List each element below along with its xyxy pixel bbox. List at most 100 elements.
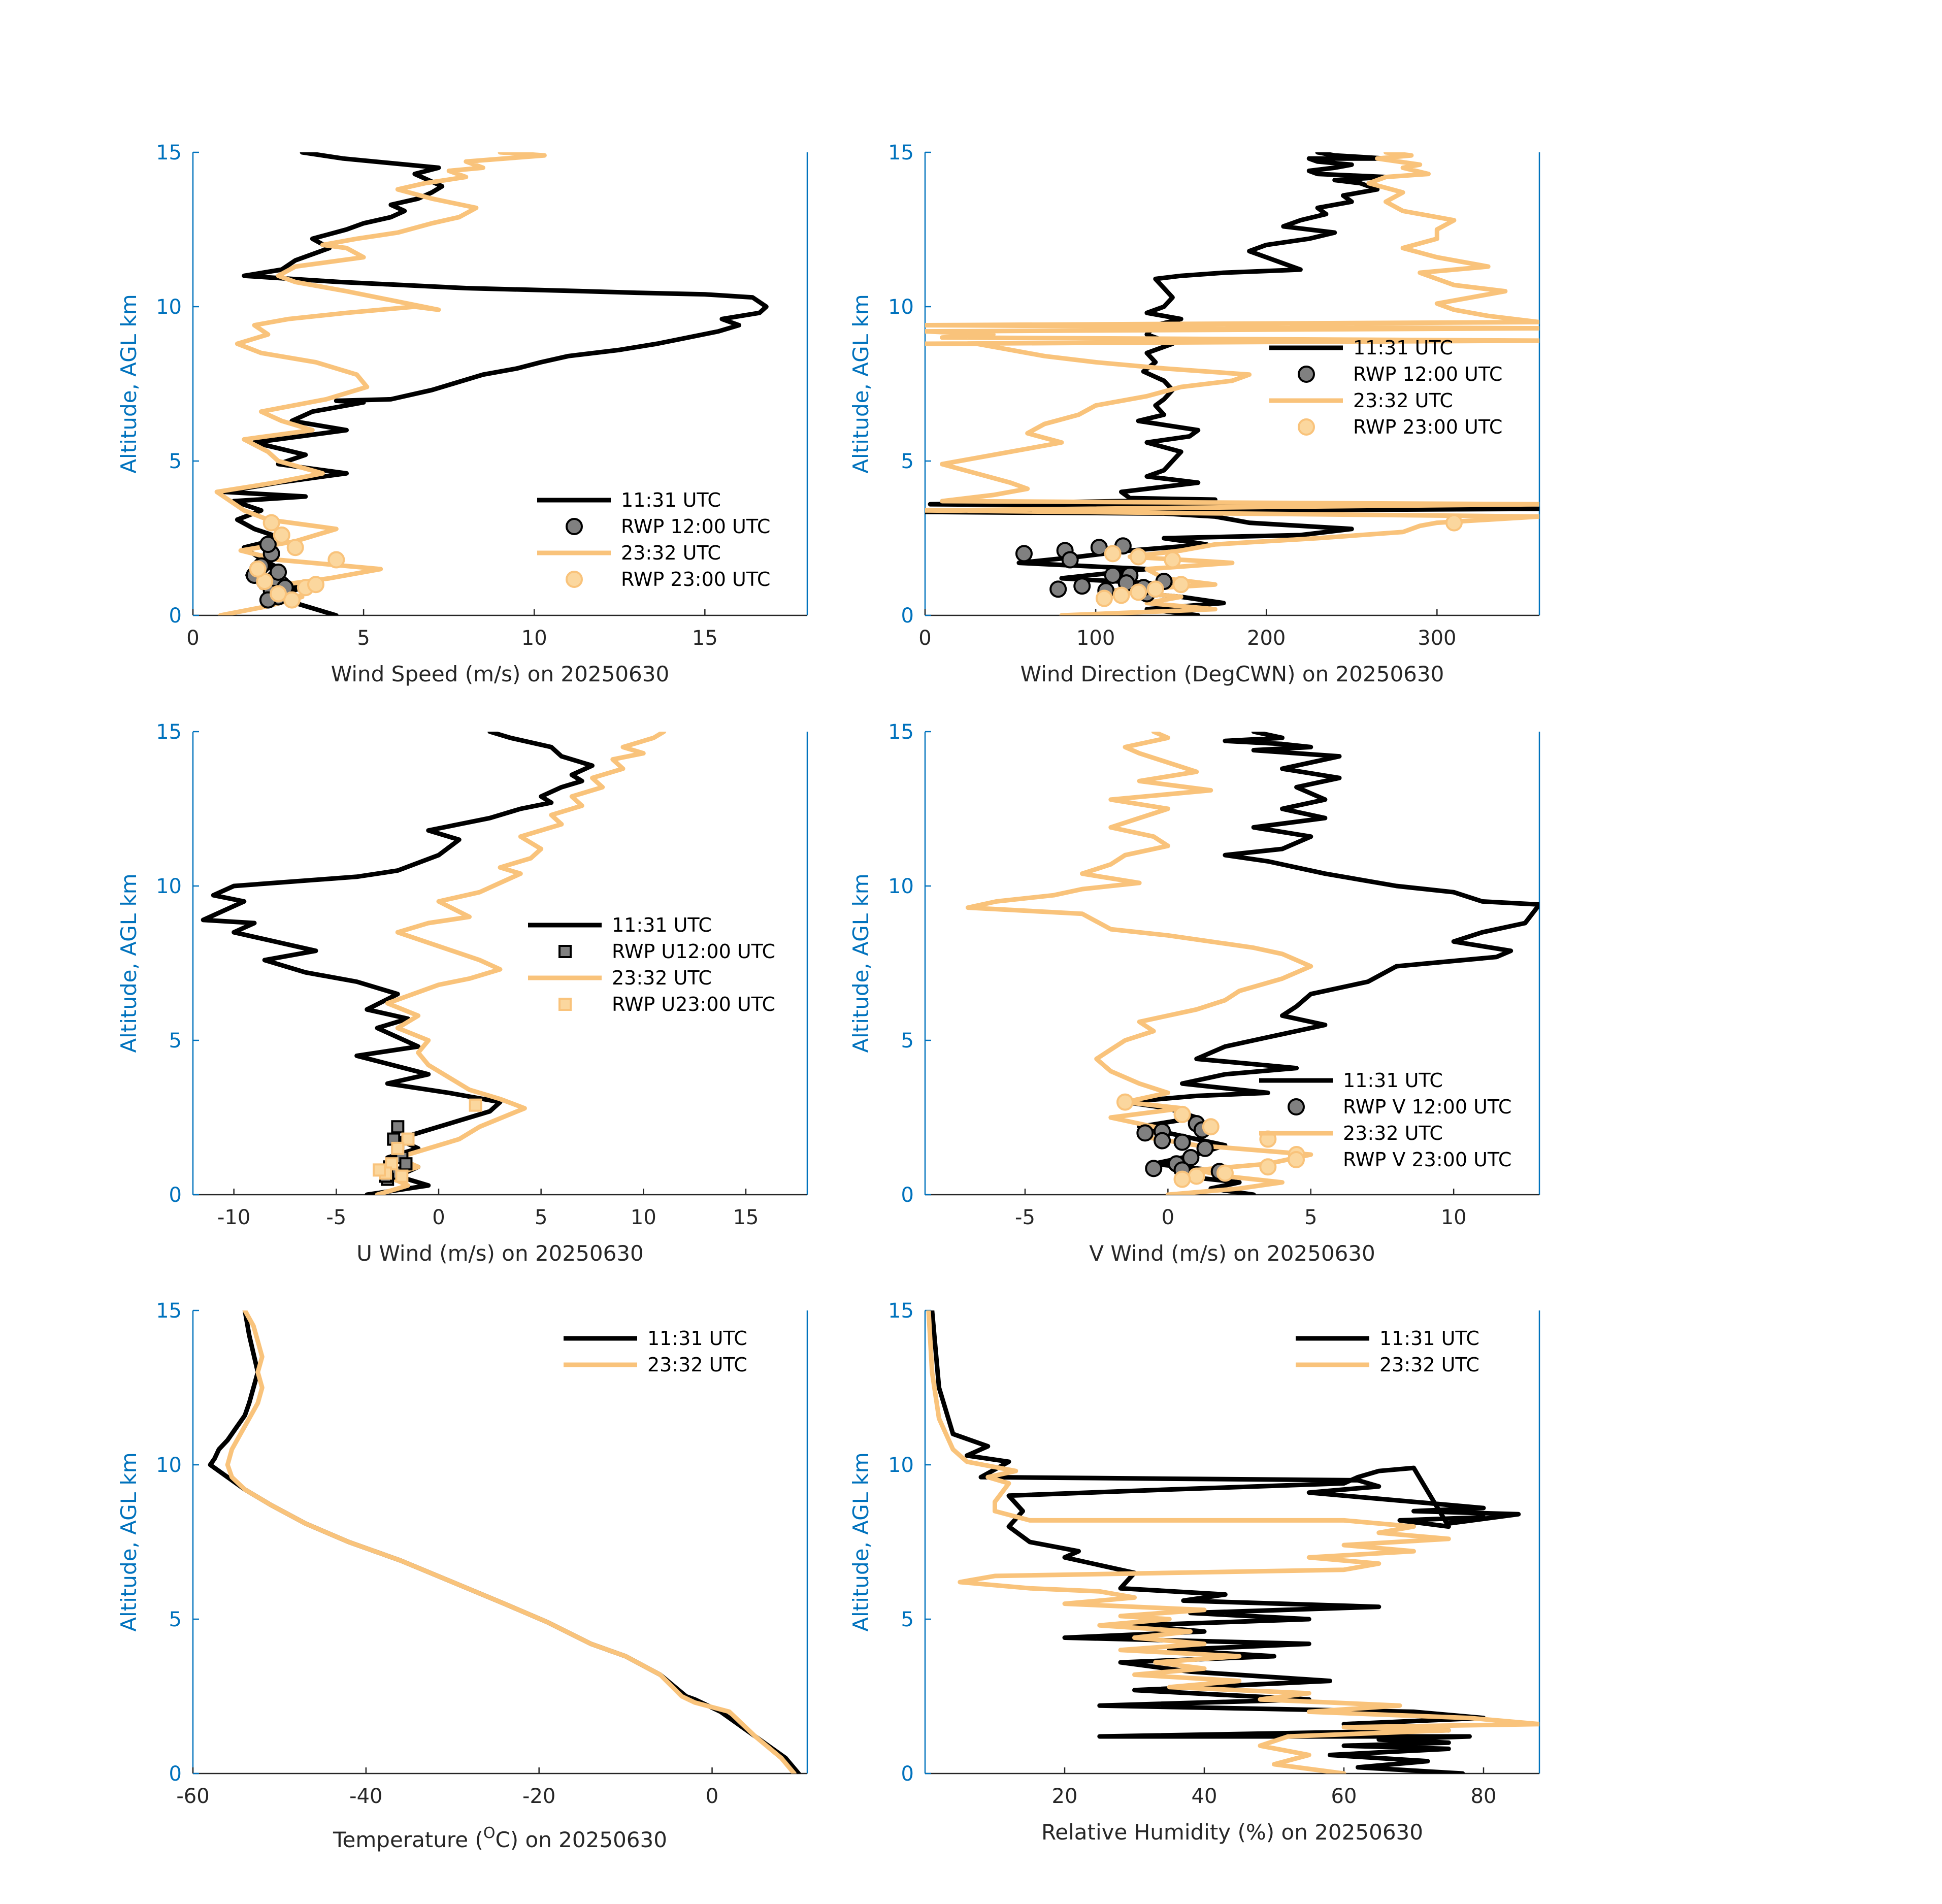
x-tick-label: 200: [1247, 627, 1286, 650]
legend: 11:31 UTC RWP U12:00 UTC 23:32 UTC RWP U23:…: [528, 914, 775, 1015]
data-point-orange: [307, 576, 324, 594]
series-line-orange: [925, 152, 1539, 615]
y-axis-label: Altitude, AGL km: [848, 294, 873, 473]
data-point-orange: [1095, 589, 1113, 607]
y-axis-label: Altitude, AGL km: [848, 1452, 873, 1631]
x-tick-label: 10: [1441, 1206, 1467, 1229]
x-tick-label: 40: [1192, 1785, 1217, 1808]
legend-label: RWP 23:00 UTC: [621, 568, 770, 590]
legend: 11:31 UTC RWP 12:00 UTC 23:32 UTC RWP 23:00…: [1269, 337, 1502, 438]
data-point-grey: [1173, 1133, 1191, 1151]
x-tick-label: 10: [521, 627, 547, 650]
x-tick-label: 60: [1331, 1785, 1357, 1808]
series-line-black: [925, 152, 1539, 615]
data-point-orange: [1188, 1167, 1205, 1185]
x-tick-label: 15: [692, 627, 718, 650]
legend-swatch-marker: [558, 998, 572, 1011]
x-axis-label: Relative Humidity (%) on 20250630: [1041, 1820, 1423, 1845]
x-tick-label: -5: [326, 1206, 346, 1229]
legend-label: 11:31 UTC: [1353, 337, 1453, 359]
y-tick-label: 0: [901, 1762, 914, 1786]
x-tick-label: 5: [535, 1206, 547, 1229]
y-tick-label: 10: [156, 296, 182, 319]
legend-label: RWP V 23:00 UTC: [1343, 1148, 1511, 1171]
legend-swatch-marker: [558, 945, 572, 958]
x-tick-label: 0: [432, 1206, 445, 1229]
x-tick-label: 0: [186, 627, 199, 650]
plot-area: [214, 152, 769, 615]
series-line-black: [221, 152, 769, 615]
series-line-orange: [375, 732, 667, 1195]
data-point-orange: [1259, 1158, 1277, 1176]
data-point-orange: [1130, 548, 1147, 566]
legend-label: RWP 23:00 UTC: [1353, 416, 1502, 438]
y-tick-label: 15: [888, 141, 914, 165]
data-point-orange: [1173, 1105, 1191, 1123]
y-tick-label: 10: [156, 1454, 182, 1477]
plot-area: [965, 732, 1539, 1195]
x-axis-label: Temperature (OC) on 20250630: [333, 1824, 667, 1852]
y-tick-label: 10: [888, 296, 914, 319]
data-point-orange: [1146, 580, 1164, 598]
data-point-grey: [1154, 1132, 1171, 1150]
data-point-grey: [1104, 566, 1122, 584]
data-point-grey: [1145, 1160, 1163, 1177]
data-point-grey: [399, 1157, 413, 1171]
series-line-orange: [214, 152, 547, 615]
x-axis-label: U Wind (m/s) on 20250630: [356, 1241, 644, 1266]
legend: 11:31 UTC 23:32 UTC: [564, 1327, 747, 1376]
subplot-wind-speed: 0 5 10 15 0 5 10 15 Wind Speed (m/s) on 20250630…: [116, 141, 808, 686]
data-point-orange: [1445, 514, 1463, 532]
data-point-orange: [395, 1169, 409, 1183]
x-tick-label: 5: [357, 627, 370, 650]
x-axis-label: Wind Speed (m/s) on 20250630: [331, 662, 669, 686]
plot-area: [208, 1310, 801, 1774]
y-tick-label: 5: [901, 450, 914, 473]
data-point-grey: [1015, 545, 1033, 563]
legend-swatch-marker: [1298, 366, 1315, 383]
subplot-wind-direction: 0 100 200 300 0 5 10 15 Wind Direction (DegCWN) …: [848, 141, 1540, 686]
data-point-grey: [391, 1120, 405, 1134]
y-tick-label: 5: [169, 450, 182, 473]
legend: 11:31 UTC RWP V 12:00 UTC 23:32 UTC RWP V 2…: [1259, 1069, 1511, 1171]
data-point-grey: [1136, 1124, 1154, 1142]
data-point-orange: [1130, 583, 1147, 601]
legend-swatch-marker: [1298, 418, 1315, 436]
legend-swatch-marker: [1288, 1151, 1305, 1168]
data-point-orange: [283, 591, 301, 609]
y-tick-label: 10: [156, 875, 182, 898]
data-point-orange: [401, 1132, 415, 1146]
data-point-grey: [1090, 539, 1108, 556]
y-tick-label: 15: [156, 141, 182, 165]
data-point-orange: [1173, 1170, 1191, 1188]
series-line-orange: [225, 1310, 797, 1774]
y-tick-label: 0: [901, 604, 914, 628]
data-point-orange: [1104, 545, 1122, 563]
data-point-grey: [270, 563, 287, 581]
x-tick-label: 0: [1162, 1206, 1174, 1229]
data-point-grey: [1073, 577, 1091, 595]
x-tick-label: 100: [1076, 627, 1115, 650]
data-point-orange: [1172, 576, 1190, 594]
x-axis-label: Wind Direction (DegCWN) on 20250630: [1021, 662, 1444, 686]
legend-label: 23:32 UTC: [621, 542, 721, 564]
subplot-v-wind: -5 0 5 10 0 5 10 15 V Wind (m/s) on 20250630 Alti…: [848, 720, 1540, 1266]
legend-label: RWP U23:00 UTC: [612, 993, 775, 1015]
series-line-orange: [926, 1310, 1539, 1774]
y-tick-label: 5: [169, 1029, 182, 1053]
y-tick-label: 15: [888, 1299, 914, 1323]
data-point-orange: [327, 551, 345, 569]
x-tick-label: 20: [1052, 1785, 1078, 1808]
subplot-relative-humidity: 20 40 60 80 0 5 10 15 Relative Humidity (%) on 2…: [848, 1299, 1540, 1845]
legend-swatch-marker: [566, 518, 583, 535]
x-tick-label: 80: [1471, 1785, 1497, 1808]
data-point-orange: [469, 1098, 482, 1112]
legend-label: RWP V 12:00 UTC: [1343, 1096, 1511, 1118]
data-point-orange: [286, 539, 304, 556]
x-tick-label: -10: [217, 1206, 250, 1229]
legend: 11:31 UTC 23:32 UTC: [1296, 1327, 1479, 1376]
legend-label: RWP U12:00 UTC: [612, 940, 775, 963]
legend-label: 23:32 UTC: [612, 967, 712, 989]
x-tick-label: 10: [631, 1206, 656, 1229]
